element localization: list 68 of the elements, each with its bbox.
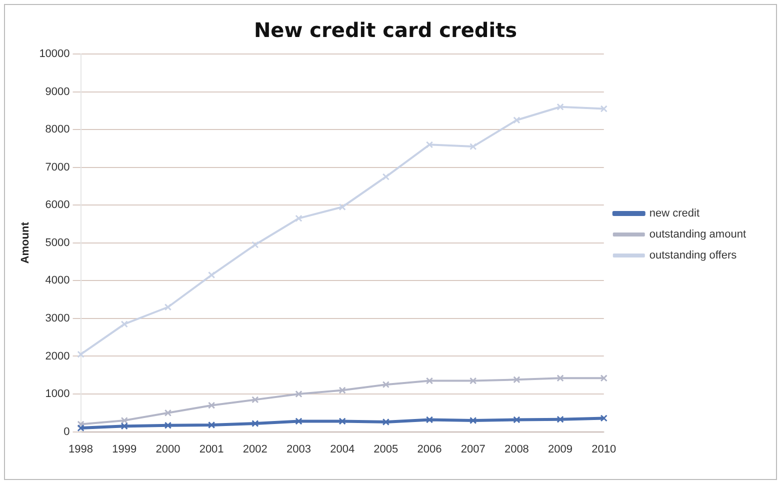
x-tick-label: 1999: [112, 443, 137, 456]
legend-label: outstanding offers: [649, 250, 738, 262]
y-tick-label: 10000: [39, 48, 70, 60]
point: [382, 173, 390, 180]
x-tick-label: 2006: [417, 443, 442, 456]
point: [426, 416, 434, 424]
point: [426, 377, 434, 384]
y-tick-label: 9000: [45, 86, 70, 98]
point: [513, 116, 520, 124]
point: [295, 390, 302, 398]
x-tick-label: 2007: [460, 443, 486, 456]
y-tick-label: 4000: [45, 274, 70, 287]
y-tick-label: 8000: [45, 124, 70, 136]
point: [120, 422, 128, 430]
y-tick-label: 6000: [45, 199, 70, 212]
legend-label: outstanding amount: [649, 228, 746, 241]
point: [295, 418, 302, 425]
x-tick-label: 2009: [548, 443, 573, 456]
point: [252, 396, 259, 404]
point: [513, 416, 520, 424]
point: [382, 418, 390, 426]
x-tick-label: 2000: [156, 443, 180, 456]
point: [382, 380, 390, 388]
x-tick-label: 2008: [504, 443, 529, 456]
y-axis-title: Amount: [20, 222, 32, 264]
point: [120, 416, 128, 424]
point: [295, 214, 302, 222]
x-tick-label: 2001: [199, 443, 224, 456]
point: [77, 350, 84, 358]
x-tick-label: 2010: [592, 443, 616, 456]
point: [208, 402, 216, 409]
y-tick-label: 3000: [45, 312, 70, 324]
x-tick-label: 2004: [330, 443, 355, 456]
x-tick-label: 2002: [242, 443, 268, 456]
point: [77, 420, 84, 428]
y-tick-label: 7000: [45, 161, 70, 174]
point: [208, 271, 216, 279]
point: [338, 418, 346, 425]
point: [252, 241, 259, 248]
point: [120, 320, 128, 328]
x-tick-label: 2005: [374, 443, 398, 456]
point: [338, 386, 346, 394]
point: [600, 414, 608, 422]
y-tick-label: 0: [64, 426, 70, 438]
point: [426, 141, 434, 148]
point: [252, 420, 259, 428]
point: [164, 422, 172, 429]
chart-title: New credit card credits: [254, 18, 518, 42]
point: [164, 304, 172, 311]
y-tick-label: 2000: [45, 350, 70, 362]
x-tick-label: 2003: [286, 443, 311, 456]
point: [470, 142, 477, 150]
point: [470, 377, 477, 384]
point: [338, 203, 346, 211]
point: [77, 424, 84, 432]
x-tick-label: 1998: [68, 443, 94, 456]
point: [208, 421, 216, 429]
y-tick-label: 5000: [45, 236, 70, 249]
point: [600, 105, 608, 112]
point: [513, 376, 520, 384]
point: [600, 374, 608, 382]
point: [556, 374, 564, 382]
point: [556, 416, 564, 423]
point: [470, 416, 477, 424]
point: [164, 409, 172, 416]
point: [556, 103, 564, 110]
y-tick-label: 1000: [45, 388, 70, 400]
legend-label: new credit: [649, 208, 700, 220]
